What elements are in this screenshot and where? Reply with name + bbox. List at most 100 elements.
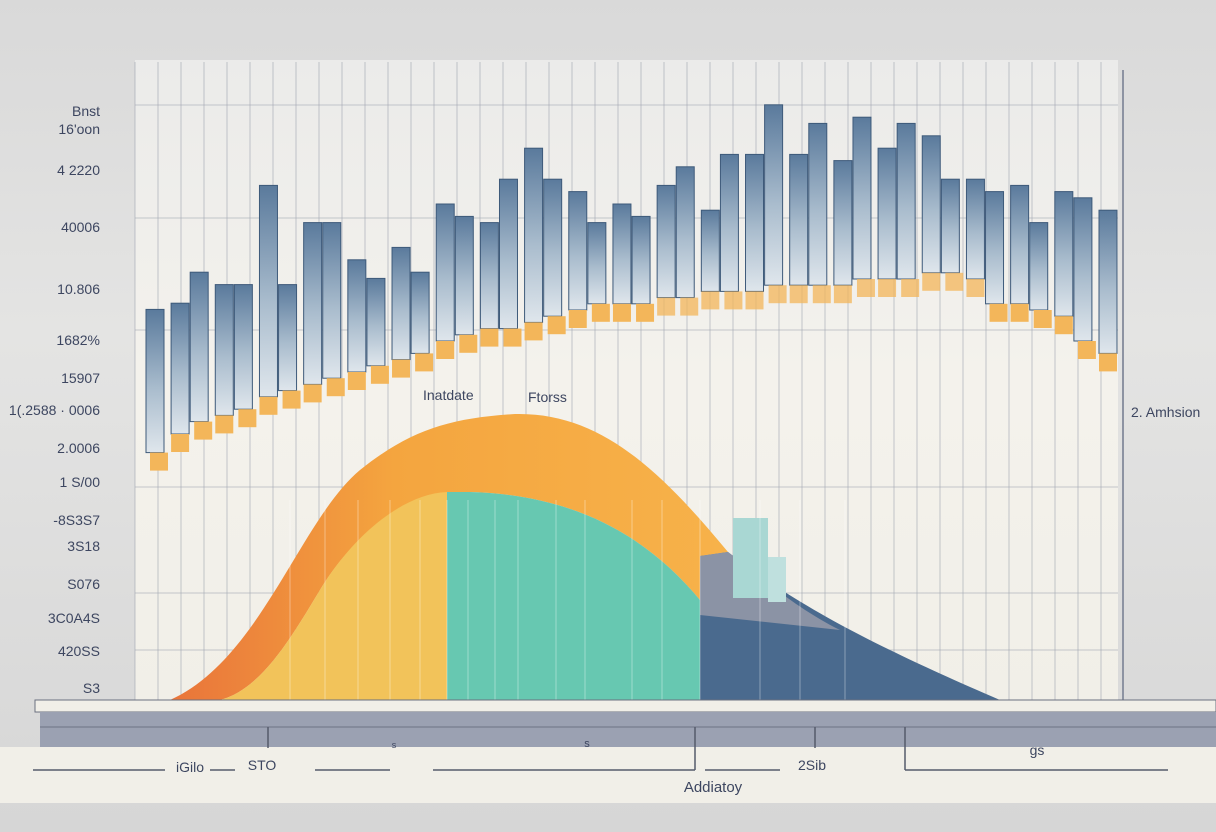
bar [719, 153, 743, 310]
bar-body [1054, 191, 1074, 317]
y-tick-label: 10.806 [57, 281, 100, 297]
y-tick-label: S076 [67, 576, 100, 592]
bar-body [454, 215, 474, 336]
bar-body [303, 222, 323, 385]
bar-base-segment [701, 291, 720, 310]
bar [278, 284, 301, 409]
bar-base-segment [966, 279, 985, 297]
bar [764, 104, 787, 304]
bars [145, 104, 1118, 471]
bar-base-segment [901, 279, 920, 297]
bar-base-segment [878, 279, 897, 297]
bar-base-segment [238, 409, 257, 428]
bar-body [366, 277, 386, 367]
bar-body [145, 308, 165, 454]
y-tick-label: 4 2220 [57, 162, 100, 178]
bar-base-segment [1010, 303, 1029, 322]
bar-base-segment [568, 310, 587, 328]
x-axis-rules [33, 727, 1168, 771]
bar [170, 302, 190, 452]
bar [258, 184, 278, 415]
bar [568, 191, 588, 328]
bar [1098, 209, 1118, 372]
bar-body [656, 184, 676, 299]
bar [303, 222, 323, 403]
curve-band [170, 413, 728, 700]
bar [656, 184, 676, 316]
bar-body [347, 259, 367, 373]
bar-base-segment [680, 297, 699, 316]
y-tick-label: 1682% [56, 332, 100, 348]
bar-body [233, 284, 253, 410]
bar-base-segment [812, 285, 831, 304]
bar-body [543, 178, 563, 317]
bar-body [719, 153, 739, 292]
annotation-label: Ftorss [528, 389, 567, 405]
bar [1054, 191, 1074, 335]
bar [1029, 222, 1052, 328]
bar-body [524, 147, 544, 323]
y-tick-label: 1 S/00 [59, 474, 100, 490]
bar-base-segment [591, 303, 610, 322]
bar-base-segment [347, 372, 366, 390]
bar [985, 191, 1008, 322]
bar [366, 277, 389, 384]
bar-body [258, 184, 278, 398]
bar-base-segment [833, 285, 852, 304]
annotation-label: 2. Amhsion [1131, 404, 1201, 420]
bar-body [675, 166, 695, 299]
bar-base-segment [415, 353, 434, 372]
bar-body [631, 215, 651, 305]
bar-base-segment [171, 434, 190, 452]
bar-base-segment [636, 303, 655, 322]
bar-base-segment [1099, 353, 1117, 372]
bar-base-segment [259, 396, 278, 415]
bar-body [789, 153, 809, 286]
base-slab [40, 712, 1216, 748]
bar [347, 259, 367, 390]
y-tick-label: 2.0006 [57, 440, 100, 456]
bar-base-segment [150, 452, 168, 471]
bar [454, 215, 478, 353]
y-tick-label: 1(.2588 · 0006 [8, 402, 100, 418]
bar-base-segment [657, 297, 676, 316]
bar [921, 135, 941, 291]
small-bar [768, 557, 786, 602]
bar [833, 160, 853, 304]
bar [631, 215, 655, 322]
small-bar [733, 518, 768, 598]
bar [189, 271, 213, 440]
bar [877, 147, 897, 297]
y-tick-label: 3S18 [67, 538, 100, 554]
bar-base-segment [789, 285, 808, 304]
bar [675, 166, 699, 316]
bar [1010, 184, 1030, 322]
bar [524, 147, 544, 341]
bar-body [410, 271, 430, 354]
bar-base-segment [370, 365, 389, 384]
bar-body [745, 153, 765, 292]
bar [745, 153, 765, 310]
bar [587, 222, 610, 322]
bar-base-segment [392, 359, 411, 378]
bar-body [700, 209, 720, 292]
bar-base-segment [989, 303, 1008, 322]
bar-base-segment [524, 322, 543, 341]
bar-base-segment [326, 378, 345, 397]
bar-body [965, 178, 985, 280]
bar-base-segment [612, 303, 631, 322]
bar [435, 203, 455, 359]
bar-base-segment [503, 328, 522, 347]
bar-base-segment [922, 272, 941, 291]
bar [145, 308, 168, 471]
bar [612, 203, 632, 322]
bar-body [498, 178, 518, 330]
bar [479, 222, 499, 347]
bar [1073, 197, 1096, 359]
bar [808, 122, 831, 304]
bar-body [391, 246, 411, 361]
bar-body [612, 203, 632, 305]
bar-base-segment [215, 415, 234, 434]
x-tick-label: gs [1029, 742, 1045, 758]
